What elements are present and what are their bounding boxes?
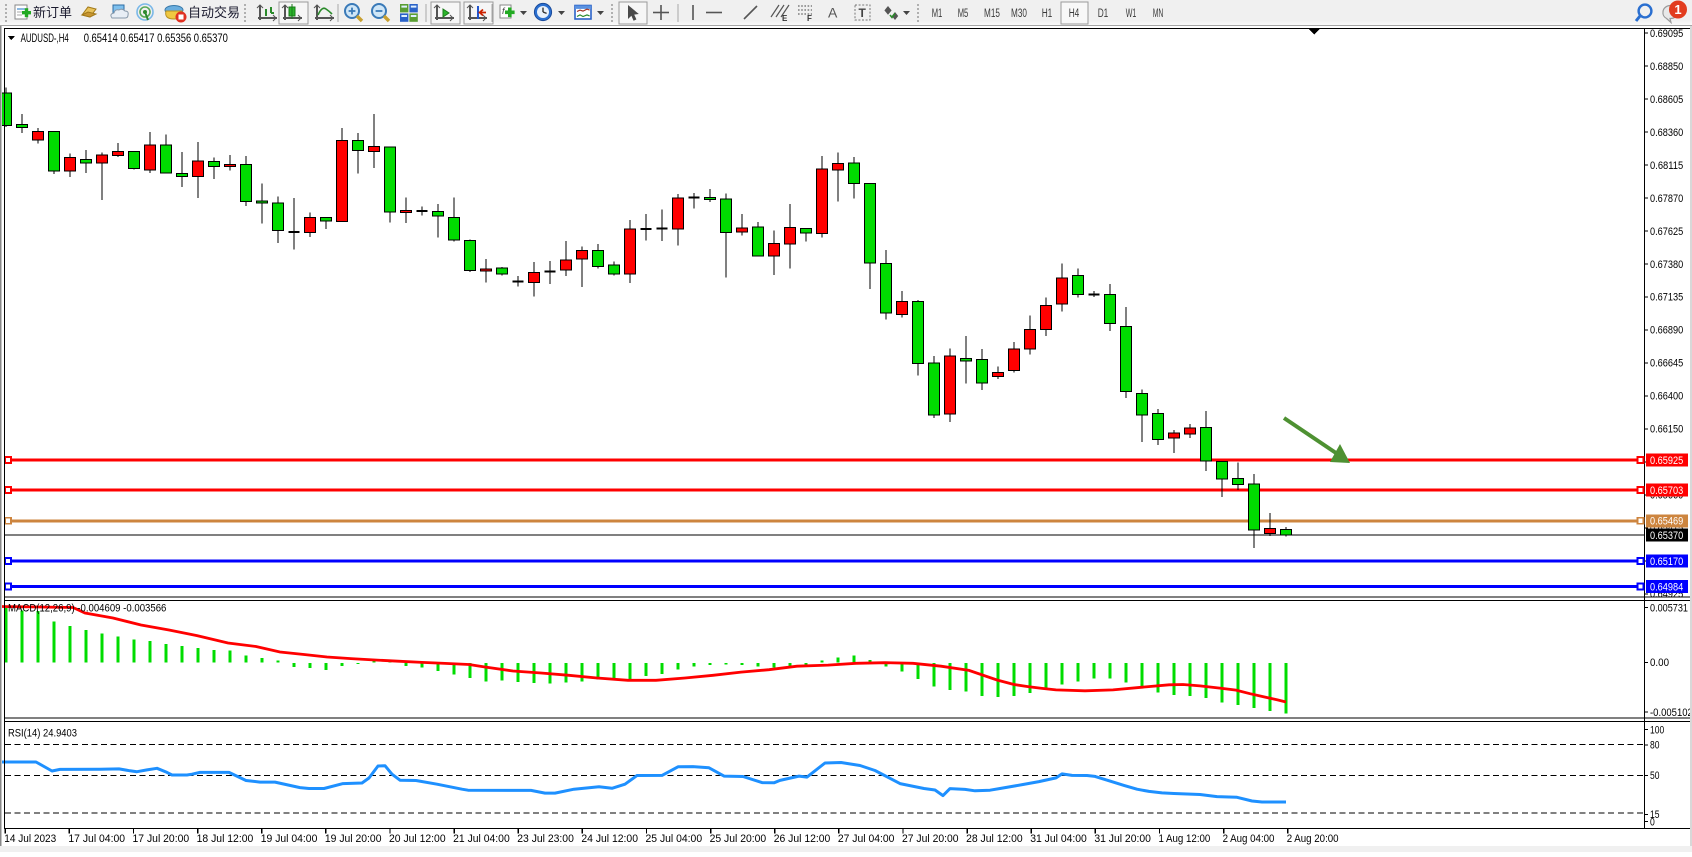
svg-text:0.69095: 0.69095 [1650,28,1683,40]
svg-text:18 Jul 12:00: 18 Jul 12:00 [197,833,254,845]
svg-text:0.67380: 0.67380 [1650,259,1683,271]
svg-text:0.66150: 0.66150 [1650,424,1683,436]
svg-text:31 Jul 20:00: 31 Jul 20:00 [1094,833,1151,845]
svg-text:15: 15 [1650,809,1660,821]
svg-text:0.65170: 0.65170 [1650,556,1683,568]
svg-text:2 Aug 20:00: 2 Aug 20:00 [1287,833,1339,845]
svg-text:MACD(12,26,9) -0.004609 -0.003: MACD(12,26,9) -0.004609 -0.003566 [8,603,166,615]
svg-text:23 Jul 23:00: 23 Jul 23:00 [517,833,574,845]
svg-text:20 Jul 12:00: 20 Jul 12:00 [389,833,446,845]
svg-text:A: A [828,5,838,21]
svg-text:0.68360: 0.68360 [1650,127,1683,139]
svg-text:27 Jul 20:00: 27 Jul 20:00 [902,833,959,845]
svg-text:0.66400: 0.66400 [1650,391,1683,403]
svg-text:0.65414 0.65417 0.65356 0.6537: 0.65414 0.65417 0.65356 0.65370 [84,31,228,45]
svg-text:31 Jul 04:00: 31 Jul 04:00 [1030,833,1087,845]
svg-text:0: 0 [1650,817,1655,829]
svg-text:0.67135: 0.67135 [1650,292,1683,304]
svg-text:0.65469: 0.65469 [1650,516,1683,528]
svg-text:25 Jul 20:00: 25 Jul 20:00 [710,833,767,845]
svg-text:RSI(14) 24.9403: RSI(14) 24.9403 [8,728,77,740]
svg-text:100: 100 [1650,724,1664,736]
svg-text:0.65370: 0.65370 [1650,530,1683,542]
svg-text:自动交易: 自动交易 [188,5,240,20]
svg-text:26 Jul 12:00: 26 Jul 12:00 [774,833,831,845]
svg-text:28 Jul 12:00: 28 Jul 12:00 [966,833,1023,845]
svg-text:M1: M1 [932,8,943,20]
svg-text:M15: M15 [984,8,1000,20]
svg-text:0.64984: 0.64984 [1650,581,1683,593]
svg-text:2 Aug 04:00: 2 Aug 04:00 [1223,833,1275,845]
svg-text:19 Jul 20:00: 19 Jul 20:00 [325,833,382,845]
svg-text:0.67625: 0.67625 [1650,226,1683,238]
svg-text:19 Jul 04:00: 19 Jul 04:00 [261,833,318,845]
svg-text:-0.005102: -0.005102 [1650,707,1692,719]
svg-text:0.67870: 0.67870 [1650,193,1683,205]
svg-text:E: E [782,14,788,23]
svg-text:F: F [807,14,812,23]
svg-text:H1: H1 [1042,8,1053,20]
svg-text:14 Jul 2023: 14 Jul 2023 [4,833,56,845]
svg-text:W1: W1 [1126,8,1137,20]
svg-text:0.00: 0.00 [1650,657,1669,669]
svg-text:新订单: 新订单 [33,5,72,20]
svg-text:0.68605: 0.68605 [1650,94,1683,106]
svg-text:T: T [859,6,867,20]
svg-text:27 Jul 04:00: 27 Jul 04:00 [838,833,895,845]
svg-text:0.005731: 0.005731 [1650,602,1688,614]
svg-text:1: 1 [1674,2,1681,17]
svg-text:80: 80 [1650,740,1660,752]
svg-text:1 Aug 12:00: 1 Aug 12:00 [1158,833,1210,845]
svg-text:f: f [502,6,506,16]
svg-text:0.65703: 0.65703 [1650,485,1683,497]
svg-text:M5: M5 [958,8,969,20]
svg-text:MN: MN [1153,8,1164,20]
svg-text:50: 50 [1650,770,1660,782]
svg-text:17 Jul 04:00: 17 Jul 04:00 [68,833,125,845]
svg-text:24 Jul 12:00: 24 Jul 12:00 [581,833,638,845]
svg-text:AUDUSD-,H4: AUDUSD-,H4 [21,31,69,45]
svg-text:21 Jul 04:00: 21 Jul 04:00 [453,833,510,845]
svg-text:0.66645: 0.66645 [1650,358,1683,370]
svg-text:H4: H4 [1069,8,1080,20]
svg-text:0.68850: 0.68850 [1650,61,1683,73]
svg-text:0.68115: 0.68115 [1650,160,1683,172]
svg-text:0.66890: 0.66890 [1650,325,1683,337]
svg-text:25 Jul 04:00: 25 Jul 04:00 [646,833,703,845]
svg-text:17 Jul 20:00: 17 Jul 20:00 [133,833,190,845]
svg-text:M30: M30 [1011,8,1027,20]
svg-text:D1: D1 [1098,8,1109,20]
svg-text:0.65925: 0.65925 [1650,455,1683,467]
